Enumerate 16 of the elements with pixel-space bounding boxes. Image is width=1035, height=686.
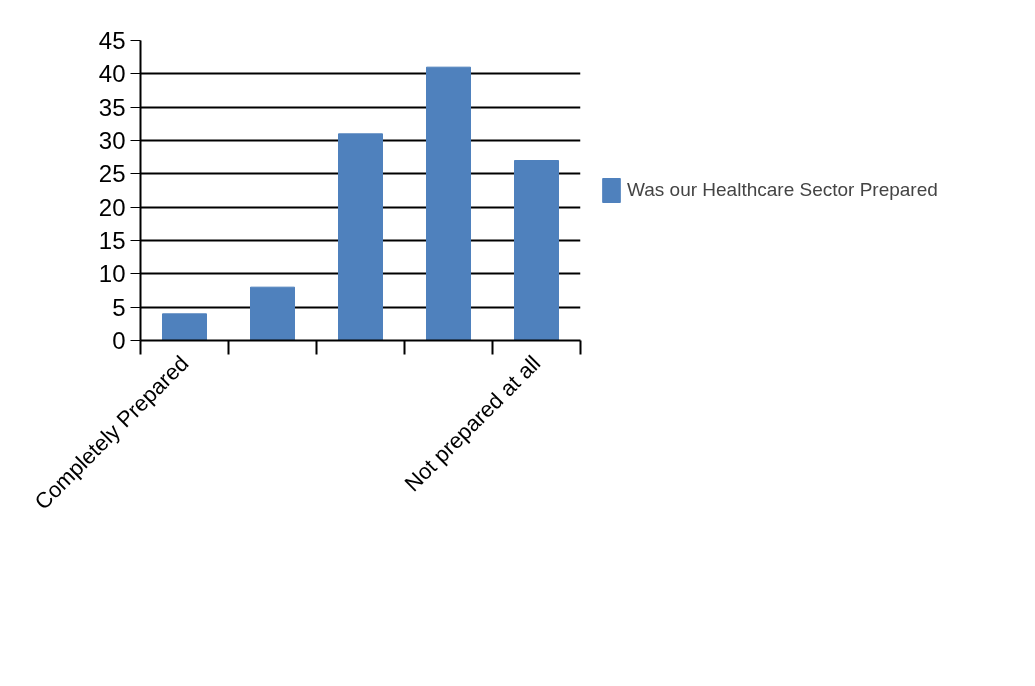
y-tick-label: 25 xyxy=(98,160,126,188)
y-tick-label: 45 xyxy=(98,27,126,54)
y-tick-label: 15 xyxy=(98,227,126,254)
y-tick-label: 30 xyxy=(98,127,126,154)
bar xyxy=(162,313,207,341)
bar xyxy=(338,133,383,341)
bar xyxy=(426,66,471,341)
bar xyxy=(250,286,295,341)
y-tick-label: 40 xyxy=(98,60,126,88)
bar xyxy=(514,160,559,341)
y-tick-label: 35 xyxy=(98,93,126,121)
legend-label: Was our Healthcare Sector Prepared xyxy=(627,179,938,201)
y-tick-label: 20 xyxy=(98,193,126,221)
y-tick-label: 0 xyxy=(112,327,126,354)
y-tick-label: 5 xyxy=(112,293,126,321)
y-tick-label: 10 xyxy=(98,260,126,288)
